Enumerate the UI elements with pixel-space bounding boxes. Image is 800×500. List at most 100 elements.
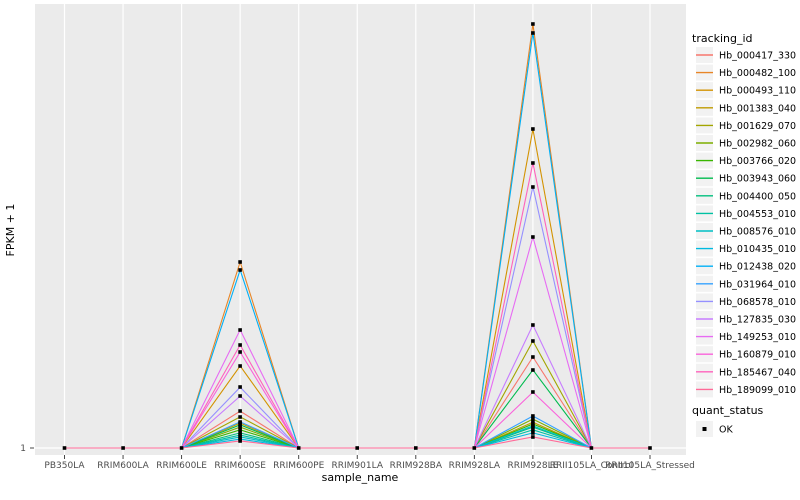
data-point xyxy=(531,355,535,359)
legend-item-label: Hb_031964_010 xyxy=(719,279,796,290)
x-tick-label: RRII105LA_Stressed xyxy=(605,461,695,471)
legend-item-label: Hb_000417_330 xyxy=(719,51,796,62)
legend-item-label: Hb_068578_010 xyxy=(719,297,796,308)
legend-item-label: Hb_012438_020 xyxy=(719,262,796,273)
legend-item-Hb_031964_010: Hb_031964_010 xyxy=(696,275,796,292)
y-axis-title: FPKM + 1 xyxy=(4,204,17,257)
legend-item-Hb_012438_020: Hb_012438_020 xyxy=(696,258,796,275)
legend-item-Hb_000482_100: Hb_000482_100 xyxy=(696,64,796,81)
data-point xyxy=(62,446,67,450)
x-tick-label: RRII105LA_Control xyxy=(550,461,633,471)
data-point xyxy=(531,368,535,372)
legend-item-label: Hb_008576_010 xyxy=(719,227,796,238)
panel-background xyxy=(35,4,686,455)
legend-item-Hb_001629_070: Hb_001629_070 xyxy=(696,117,796,134)
x-tick-label: PB350LA xyxy=(44,461,85,471)
legend-item-Hb_004553_010: Hb_004553_010 xyxy=(696,205,796,222)
x-tick-label: RRIM928LE xyxy=(507,461,558,471)
y-tick-label-1: 1 xyxy=(20,444,26,454)
legend-tracking-id-title: tracking_id xyxy=(692,32,753,45)
legend-tracking-id-entries: Hb_000417_330 Hb_000482_100 Hb_000493_110 H… xyxy=(696,47,796,398)
data-point xyxy=(238,423,242,427)
legend-quant-status-entries: OK xyxy=(696,421,733,437)
data-point xyxy=(531,22,535,26)
x-tick-label: RRIM901LA xyxy=(332,461,384,471)
data-points-layer xyxy=(62,22,652,450)
legend-item-Hb_189099_010: Hb_189099_010 xyxy=(696,381,796,398)
data-point xyxy=(238,435,242,439)
legend-item-Hb_003766_020: Hb_003766_020 xyxy=(696,152,796,169)
legend-quant-status-title: quant_status xyxy=(692,404,764,417)
data-point xyxy=(238,364,242,368)
x-tick-label: RRIM600PE xyxy=(273,461,325,471)
legend-item-Hb_149253_010: Hb_149253_010 xyxy=(696,328,796,345)
data-point xyxy=(238,385,242,389)
legend-item-Hb_010435_010: Hb_010435_010 xyxy=(696,240,796,257)
legend-item-label: Hb_010435_010 xyxy=(719,244,796,255)
legend-item-Hb_068578_010: Hb_068578_010 xyxy=(696,293,796,310)
legend-item-label: Hb_000493_110 xyxy=(719,86,796,97)
legend-item-label: Hb_003943_060 xyxy=(719,174,796,185)
data-point xyxy=(355,446,359,450)
data-point xyxy=(238,268,242,272)
data-point xyxy=(531,390,535,394)
data-point xyxy=(238,343,242,347)
data-point xyxy=(531,323,535,327)
data-point xyxy=(238,328,242,332)
data-point xyxy=(238,415,242,419)
legend-item-Hb_000493_110: Hb_000493_110 xyxy=(696,82,796,99)
data-point xyxy=(531,424,535,428)
x-tick-label: RRIM928LA xyxy=(449,461,501,471)
data-point xyxy=(531,127,535,131)
data-point xyxy=(296,446,301,450)
legend-item-label: Hb_002982_060 xyxy=(719,139,796,150)
legend-item-label: Hb_189099_010 xyxy=(719,385,796,396)
x-tick-label: RRIM928BA xyxy=(390,461,443,471)
legend-item-Hb_008576_010: Hb_008576_010 xyxy=(696,223,796,239)
legend-item-Hb_001383_040: Hb_001383_040 xyxy=(696,99,796,116)
data-point xyxy=(238,431,242,435)
data-point xyxy=(472,446,477,450)
data-point xyxy=(531,161,535,165)
plot-panel-layer xyxy=(35,4,686,455)
legend-item-label: Hb_004400_050 xyxy=(719,191,796,202)
legend-item-Hb_003943_060: Hb_003943_060 xyxy=(696,170,796,187)
legend-item-label: Hb_127835_030 xyxy=(719,315,796,326)
data-point xyxy=(531,339,535,343)
data-point xyxy=(531,428,535,432)
data-point xyxy=(121,446,125,450)
data-point xyxy=(589,446,594,450)
legend-item-label: Hb_160879_010 xyxy=(719,350,796,361)
legend-item-label: Hb_001383_040 xyxy=(719,103,796,114)
legend-item-label: Hb_149253_010 xyxy=(719,332,796,343)
data-point xyxy=(531,435,535,439)
data-point xyxy=(238,420,242,424)
data-point xyxy=(531,422,535,426)
data-point xyxy=(179,446,184,450)
data-point xyxy=(238,425,242,429)
legend-item-Hb_185467_040: Hb_185467_040 xyxy=(696,363,796,380)
data-point xyxy=(648,446,652,450)
data-point xyxy=(531,417,535,421)
legend-item-quant-ok: OK xyxy=(696,421,733,437)
legend-item-label: OK xyxy=(719,425,733,436)
x-tick-label: RRIM600LE xyxy=(156,461,207,471)
data-point xyxy=(531,185,535,189)
legend-item-Hb_127835_030: Hb_127835_030 xyxy=(696,311,796,327)
legend-key-square xyxy=(702,427,707,431)
data-point xyxy=(238,439,242,443)
legend-item-Hb_160879_010: Hb_160879_010 xyxy=(696,346,796,363)
data-point xyxy=(531,420,535,424)
data-point xyxy=(531,414,535,418)
data-point xyxy=(238,350,242,354)
data-point xyxy=(238,437,242,441)
data-point xyxy=(531,431,535,435)
data-point xyxy=(238,394,242,398)
legend-item-label: Hb_003766_020 xyxy=(719,156,796,167)
axis-layer: PB350LA RRIM600LA RRIM600LE RRIM600SE RRIM60… xyxy=(30,447,695,471)
data-point xyxy=(531,235,535,239)
legend-item-label: Hb_004553_010 xyxy=(719,209,796,220)
legend-item-label: Hb_185467_040 xyxy=(719,367,796,378)
